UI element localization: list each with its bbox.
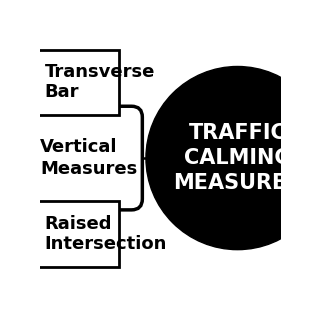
FancyBboxPatch shape bbox=[10, 106, 142, 210]
Circle shape bbox=[146, 66, 313, 250]
Text: TRAFFIC: TRAFFIC bbox=[189, 123, 286, 143]
Text: Intersection: Intersection bbox=[45, 235, 167, 253]
Text: Vertical: Vertical bbox=[40, 138, 117, 156]
Text: Measures: Measures bbox=[40, 160, 137, 178]
FancyBboxPatch shape bbox=[21, 202, 120, 267]
Text: CALMING: CALMING bbox=[184, 148, 291, 168]
Text: MEASURES: MEASURES bbox=[173, 173, 302, 193]
Text: Transverse: Transverse bbox=[45, 63, 155, 81]
Text: Bar: Bar bbox=[45, 83, 79, 101]
FancyBboxPatch shape bbox=[21, 50, 120, 115]
Text: Raised: Raised bbox=[45, 215, 112, 233]
